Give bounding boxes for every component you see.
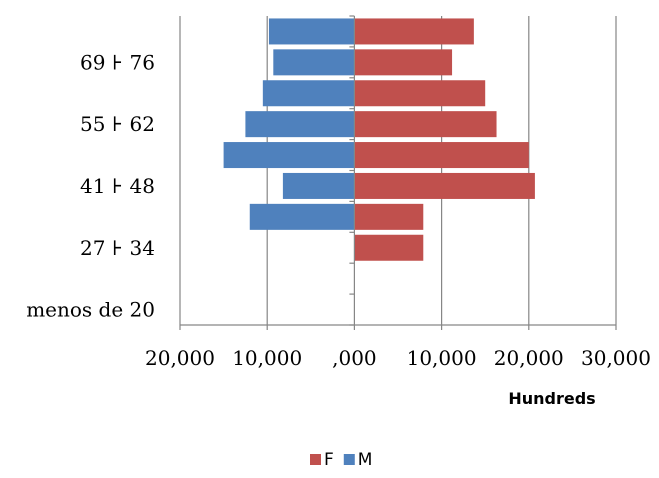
legend-label-m: M xyxy=(358,450,373,470)
x-tick-label-2: ,000 xyxy=(332,346,377,370)
bar-m-3 xyxy=(249,203,355,230)
category-label-6: 55 ⊦ 62 xyxy=(80,112,155,136)
axis-unit-label: Hundreds xyxy=(508,389,595,408)
bar-f-7 xyxy=(354,80,486,107)
bar-m-6 xyxy=(245,111,355,138)
x-tick-label-5: 30,000 xyxy=(581,346,651,370)
bar-m-5 xyxy=(223,142,355,169)
value-tick-labels: 20,000 10,000 ,000 10,000 20,000 30,000 xyxy=(145,346,651,370)
legend-label-f: F xyxy=(324,450,334,470)
category-label-0: menos de 20 xyxy=(26,298,155,322)
bar-m-9 xyxy=(268,18,355,45)
category-label-4: 41 ⊦ 48 xyxy=(80,174,155,198)
bar-f-9 xyxy=(354,18,474,45)
bar-m-7 xyxy=(262,80,355,107)
bar-f-8 xyxy=(354,49,453,76)
bar-m-8 xyxy=(273,49,355,76)
bar-f-6 xyxy=(354,111,497,138)
x-tick-label-3: 10,000 xyxy=(407,346,477,370)
value-axis xyxy=(179,15,617,330)
bar-m-4 xyxy=(282,172,355,199)
category-labels: menos de 20 27 ⊦ 34 41 ⊦ 48 55 ⊦ 62 69 ⊦ 76 xyxy=(26,50,155,321)
x-tick-label-1: 10,000 xyxy=(232,346,302,370)
bar-f-4 xyxy=(354,172,535,199)
bar-f-2 xyxy=(354,234,424,261)
bars xyxy=(223,18,535,261)
legend-swatch-m xyxy=(343,454,355,465)
x-tick-label-4: 20,000 xyxy=(494,346,564,370)
bar-f-3 xyxy=(354,203,424,230)
x-tick-label-0: 20,000 xyxy=(145,346,215,370)
category-label-8: 69 ⊦ 76 xyxy=(80,50,155,74)
legend-swatch-f xyxy=(310,454,321,465)
bar-f-5 xyxy=(354,142,529,169)
category-label-2: 27 ⊦ 34 xyxy=(80,236,155,260)
